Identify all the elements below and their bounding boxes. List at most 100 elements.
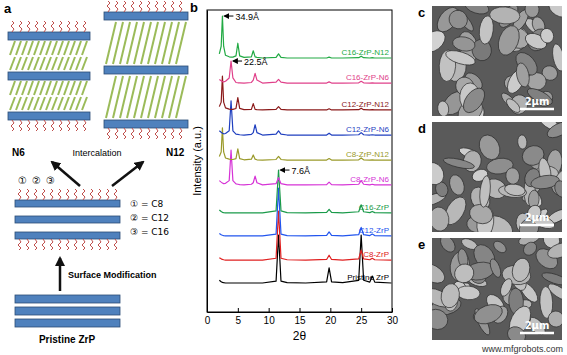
x-tick-mark (330, 308, 331, 312)
alkyl-chain (107, 128, 110, 139)
alkyl-chain (59, 21, 62, 32)
amine-molecule (46, 97, 51, 110)
chain-mark: ② (32, 175, 41, 186)
step-label: Intercalation (72, 148, 121, 158)
panel-label: a (4, 1, 12, 16)
series-labels: Pristine ZrPC8-ZrPC12-ZrPC16-ZrPC8-ZrP-N… (341, 48, 389, 282)
series-label: C8-ZrP-N12 (346, 150, 390, 159)
platelet (504, 96, 522, 114)
alkyl-chain (59, 120, 62, 131)
alkyl-chain (98, 189, 101, 200)
amine-molecule (52, 57, 57, 70)
stack-pristine (15, 295, 120, 327)
annotations: 34.9Å22.5Å7.6Å (224, 12, 310, 176)
scale-bar (520, 332, 554, 335)
panel-label: c (418, 5, 425, 20)
platelet (525, 85, 555, 107)
amine-molecule (46, 41, 51, 55)
amine-molecule (70, 41, 75, 55)
alkyl-chain (163, 128, 166, 139)
x-axis-title: 2θ (293, 329, 307, 343)
zrp-layer (15, 200, 120, 207)
alkyl-chain (155, 1, 158, 12)
platelet (517, 135, 527, 150)
platelet (488, 257, 503, 278)
plot-frame (207, 10, 392, 312)
amine-molecule (70, 97, 75, 110)
alkyl-chain (35, 120, 38, 131)
panel-label: d (418, 121, 426, 136)
alkyl-chain (106, 239, 109, 250)
amine-molecule (76, 97, 81, 110)
amine-molecule (16, 81, 21, 95)
amine-molecule (16, 41, 21, 55)
series-label: C12-ZrP-N6 (346, 125, 390, 134)
alkyl-chain (147, 1, 150, 12)
x-tick: 20 (325, 308, 337, 326)
alkyl-chain (171, 128, 174, 139)
alkyl-chain (83, 120, 86, 131)
platelet (451, 35, 476, 53)
sem-background (432, 238, 562, 340)
series-label: C16-ZrP-N12 (341, 48, 389, 57)
y-axis-line (207, 11, 208, 313)
zrp-layer (15, 307, 120, 315)
platelet (546, 240, 562, 262)
alkyl-chain (115, 128, 118, 139)
amine-molecule (64, 57, 69, 70)
alkyl-chain (74, 239, 77, 250)
scale-bar (520, 108, 554, 111)
amine-molecule (52, 81, 57, 95)
sem-background (432, 122, 562, 232)
series-label: C12-ZrP-N12 (341, 100, 389, 109)
platelet (439, 282, 461, 309)
platelet (504, 183, 526, 198)
curves (219, 16, 391, 283)
sem-panel: c2μm (417, 0, 567, 127)
panel-b: b0510152025302θIntensity (a.u.)Pristine … (190, 0, 398, 343)
x-tick-label: 25 (356, 315, 368, 326)
alkyl-chain (18, 239, 21, 250)
stack-n12 (104, 1, 188, 139)
panel-label: b (190, 0, 198, 15)
sem-texture (432, 6, 562, 116)
x-tick-label: 20 (325, 315, 337, 326)
x-tick-label: 15 (294, 315, 306, 326)
alkyl-chain (123, 1, 126, 12)
platelet (539, 27, 556, 45)
amine-molecule (28, 81, 33, 95)
alkyl-chain (43, 120, 46, 131)
zrp-layer (15, 319, 120, 327)
amine-molecule (16, 97, 21, 110)
amine-molecule (40, 57, 45, 70)
amine-molecule (70, 81, 75, 95)
amine-molecule (176, 76, 186, 118)
amine-molecule (70, 57, 75, 70)
alkyl-chain (58, 239, 61, 250)
alkyl-chain (123, 128, 126, 139)
figure: aN6N12Intercalation①②③① = C8② = C12③ = C… (0, 0, 567, 355)
alkyl-chain (42, 239, 45, 250)
series-label: Pristine ZrP (347, 273, 389, 282)
amine-molecule (52, 41, 57, 55)
alkyl-chain (19, 21, 22, 32)
alkyl-chain (139, 1, 142, 12)
amine-molecule (46, 81, 51, 95)
arrow (52, 162, 80, 186)
annotation-arrow (281, 170, 290, 171)
platelet (491, 239, 508, 255)
alkyl-chain (139, 128, 142, 139)
alkyl-chain (74, 189, 77, 200)
amine-molecule (40, 81, 45, 95)
amine-molecule (22, 81, 27, 95)
xrd-curve (219, 235, 391, 283)
platelet (510, 256, 533, 284)
amine-molecule (10, 81, 15, 95)
zrp-layer (15, 216, 120, 223)
platelet (545, 122, 562, 141)
alkyl-chain (18, 189, 21, 200)
x-tick: 30 (387, 308, 399, 326)
alkyl-chain (82, 239, 85, 250)
x-tick-label: 10 (264, 315, 276, 326)
alkyl-chain (90, 189, 93, 200)
